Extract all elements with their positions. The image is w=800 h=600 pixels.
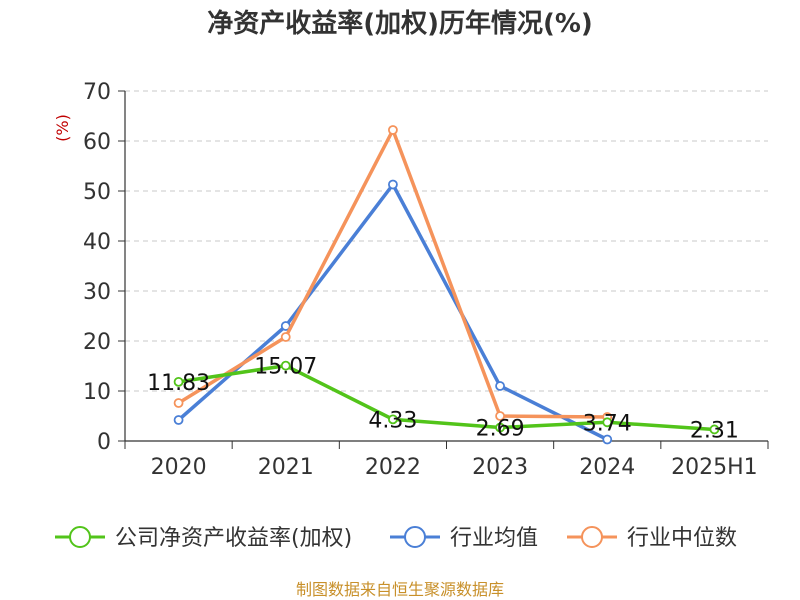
data-labels: 11.83 15.07 4.33 2.69 3.74 2.31 (147, 355, 739, 444)
chart-title: 净资产收益率(加权)历年情况(%) (207, 8, 593, 39)
data-point (602, 434, 613, 445)
x-tick-label: 2022 (365, 455, 421, 480)
data-label: 2.31 (690, 418, 739, 443)
legend-swatch-marker (69, 526, 91, 548)
legend-swatch-marker (581, 526, 603, 548)
data-point (388, 414, 398, 425)
series-group (173, 125, 720, 445)
data-point (388, 125, 398, 135)
data-point (388, 179, 398, 190)
series-line (177, 182, 609, 442)
legend-label: 公司净资产收益率(加权) (115, 526, 352, 551)
data-label: 3.74 (583, 411, 632, 436)
y-tick-label: 40 (83, 230, 111, 255)
legend-label: 行业中位数 (627, 526, 737, 551)
data-label: 4.33 (368, 408, 417, 433)
y-tick-label: 60 (83, 130, 111, 155)
x-tick-label: 2021 (258, 455, 314, 480)
x-tick-label: 2023 (472, 455, 528, 480)
y-tick-label: 70 (83, 80, 111, 105)
data-point (173, 376, 184, 387)
data-point (495, 381, 505, 391)
data-label: 15.07 (254, 355, 317, 380)
data-point (602, 417, 613, 428)
axes (118, 90, 769, 449)
data-point (709, 424, 720, 435)
data-point (495, 411, 505, 421)
y-tick-label: 10 (83, 380, 111, 405)
data-label: 11.83 (147, 371, 210, 396)
x-tick-labels: 2020 2021 2022 2023 2024 2025H1 (151, 455, 758, 480)
legend: 公司净资产收益率(加权) 行业均值 行业中位数 (55, 526, 737, 551)
data-point (280, 360, 291, 371)
series-line (178, 363, 715, 432)
y-tick-label: 30 (83, 280, 111, 305)
data-point (173, 415, 184, 425)
x-tick-label: 2020 (151, 455, 207, 480)
legend-swatch-marker (404, 526, 426, 548)
legend-label: 行业均值 (450, 526, 538, 551)
data-point (173, 398, 184, 408)
y-tick-label: 20 (83, 330, 111, 355)
y-tick-labels: 0 10 20 30 40 50 60 70 (83, 80, 111, 455)
x-tick-label: 2024 (579, 455, 635, 480)
y-axis-label: (%) (53, 114, 72, 142)
grid-lines (125, 90, 768, 392)
source-note: 制图数据来自恒生聚源数据库 (296, 580, 504, 599)
data-label: 2.69 (476, 417, 525, 442)
data-point (280, 332, 291, 342)
x-tick-label: 2025H1 (671, 455, 758, 480)
data-point (495, 422, 505, 433)
series-line (177, 128, 608, 419)
y-tick-label: 0 (97, 430, 111, 455)
y-tick-label: 50 (83, 180, 111, 205)
